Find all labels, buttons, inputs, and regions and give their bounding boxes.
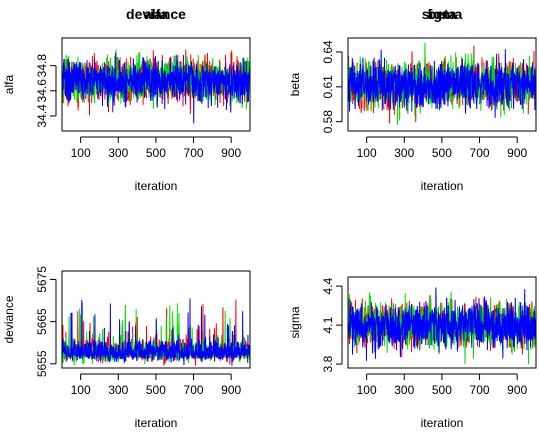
y-axis-label: deviance (2, 295, 16, 343)
x-tick-label: 900 (507, 146, 527, 160)
x-tick-label: 700 (184, 146, 204, 160)
panel-beta: beta 100 300 500 700 900 0.58 0.61 0.64 iteration… (288, 6, 537, 193)
x-tick-label: 900 (507, 383, 527, 397)
x-axis-label: iteration (421, 416, 464, 430)
y-tick-label: 34.4 (35, 104, 49, 128)
x-tick-label: 500 (146, 383, 166, 397)
x-tick-label: 500 (432, 146, 452, 160)
x-tick-label: 300 (108, 383, 128, 397)
y-axis-label: alfa (2, 75, 16, 95)
x-tick-label: 100 (71, 146, 91, 160)
x-tick-label: 300 (394, 383, 414, 397)
chart-title: sigma (422, 6, 463, 22)
x-tick-label: 700 (184, 383, 204, 397)
plot-frame (347, 276, 537, 369)
panel-deviance: deviance 100 300 500 700 900 5655 5665 5675 itera… (2, 6, 251, 430)
y-tick-label: 34.6 (35, 79, 49, 103)
plot-frame (61, 37, 251, 132)
y-axis-label: beta (288, 72, 302, 96)
y-tick-label: 5665 (35, 308, 49, 335)
x-tick-label: 900 (221, 146, 241, 160)
trace-chain-3 (347, 287, 537, 361)
x-tick-label: 100 (357, 383, 377, 397)
y-axis-label: sigma (288, 306, 302, 338)
y-tick-label: 5675 (35, 266, 49, 293)
trace-chain-3 (61, 52, 251, 124)
y-tick-label: 0.64 (321, 40, 335, 64)
x-tick-label: 500 (146, 146, 166, 160)
trace-chain-3 (61, 298, 251, 366)
y-tick-label: 0.61 (321, 75, 335, 99)
x-tick-label: 100 (357, 146, 377, 160)
chart-title: deviance (126, 6, 186, 22)
x-axis-label: iteration (135, 179, 178, 193)
x-axis-label: iteration (421, 179, 464, 193)
plot-frame (347, 37, 537, 132)
x-tick-label: 300 (108, 146, 128, 160)
x-tick-label: 700 (470, 383, 490, 397)
x-tick-label: 500 (432, 383, 452, 397)
y-tick-label: 4.4 (321, 277, 335, 294)
y-tick-label: 3.8 (321, 355, 335, 372)
x-tick-label: 700 (470, 146, 490, 160)
x-axis-label: iteration (135, 416, 178, 430)
chart-title: alfa (144, 6, 168, 22)
panel-alfa: alfa 100 300 500 700 900 34.434.634.8 iteration… (2, 6, 251, 193)
x-tick-label: 300 (394, 146, 414, 160)
trace-chain-3 (347, 49, 537, 118)
y-tick-label: 4.1 (321, 316, 335, 333)
chart-title: beta (428, 6, 457, 22)
plot-frame (61, 270, 251, 369)
panel-sigma: sigma 100 300 500 700 900 3.8 4.1 4.4 iteration si… (288, 6, 537, 430)
y-tick-label: 34.8 (35, 54, 49, 78)
x-tick-label: 100 (71, 383, 91, 397)
y-tick-label: 0.58 (321, 110, 335, 134)
x-tick-label: 900 (221, 383, 241, 397)
y-tick-label: 5655 (35, 350, 49, 377)
